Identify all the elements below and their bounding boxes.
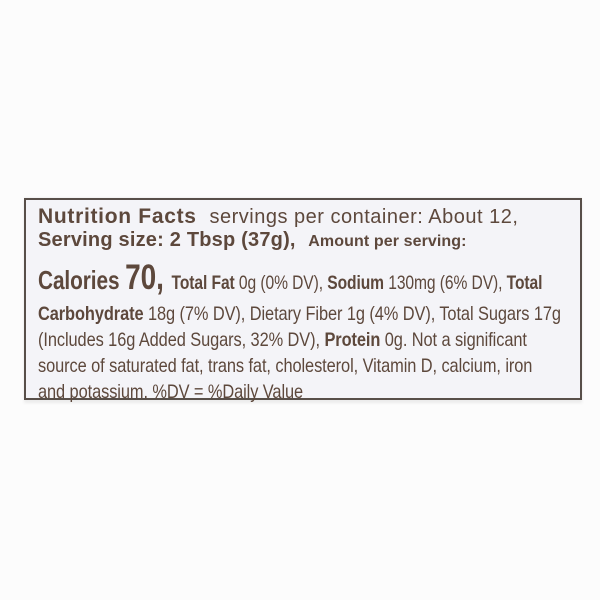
nutrition-facts-label: Nutrition Facts servings per container: … [24,198,582,403]
nutrition-facts-title: Nutrition Facts [38,205,197,228]
serving-size: Serving size: 2 Tbsp (37g), [38,229,296,251]
body-line: and potassium. %DV = %Daily Value [38,381,304,403]
body-line: Carbohydrate 18g (7% DV), Dietary Fiber … [38,303,561,325]
label-header-line-2: Serving size: 2 Tbsp (37g), Amount per s… [38,229,580,253]
servings-per-container: servings per container: About 12, [209,206,519,228]
body-line: (Includes 16g Added Sugars, 32% DV), Pro… [38,329,527,351]
body-line: Calories 70, Total Fat 0g (0% DV), Sodiu… [38,258,543,297]
nutrition-body-text: Calories 70, Total Fat 0g (0% DV), Sodiu… [38,260,580,405]
amount-per-serving: Amount per serving: [308,233,467,250]
body-line: source of saturated fat, trans fat, chol… [38,355,533,377]
label-header-line-1: Nutrition Facts servings per container: … [38,205,580,229]
